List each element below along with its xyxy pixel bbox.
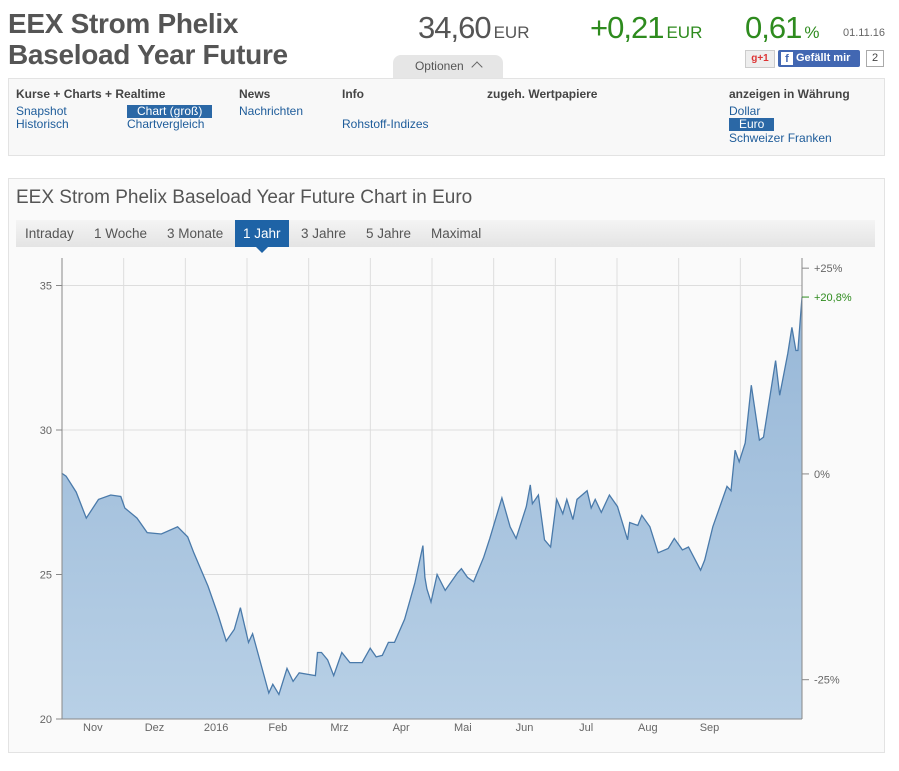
- link-chartvergleich[interactable]: Chartvergleich: [127, 117, 205, 131]
- nav-heading-wertpapiere: zugeh. Wertpapiere: [487, 87, 598, 101]
- nav-heading-info: Info: [342, 87, 364, 101]
- price-change: +0,21 EUR: [590, 10, 702, 46]
- tab-intraday[interactable]: Intraday: [25, 226, 74, 241]
- timerange-tabs: Intraday 1 Woche 3 Monate 1 Jahr 3 Jahre…: [16, 220, 875, 253]
- chart-title: EEX Strom Phelix Baseload Year Future Ch…: [16, 187, 473, 208]
- last-price: 34,60 EUR: [418, 10, 529, 46]
- x-tick-label: Jun: [516, 722, 534, 734]
- link-chart-gross[interactable]: Chart (groß): [127, 105, 213, 118]
- price-line: [61, 297, 803, 696]
- x-tick-label: Aug: [638, 722, 658, 734]
- facebook-icon: f: [781, 52, 793, 65]
- x-tick-label: Jul: [579, 722, 593, 734]
- change-value: +0,21: [590, 10, 664, 45]
- link-rohstoff-indizes[interactable]: Rohstoff-Indizes: [342, 117, 429, 131]
- options-label: Optionen: [414, 59, 464, 73]
- x-tick-label: 2016: [204, 722, 228, 734]
- y-tick-label: 25: [40, 570, 52, 582]
- y-tick-label: 30: [40, 425, 52, 437]
- right-tick-label: 0%: [814, 469, 830, 481]
- y-tick-label: 20: [40, 714, 52, 726]
- nav-heading-kurse: Kurse + Charts + Realtime: [16, 87, 166, 101]
- x-tick-label: Nov: [83, 722, 103, 734]
- options-toggle[interactable]: Optionen: [393, 55, 503, 79]
- nav-heading-currency: anzeigen in Währung: [729, 87, 850, 101]
- currency-dollar[interactable]: Dollar: [729, 104, 761, 118]
- price-unit: EUR: [493, 23, 530, 42]
- link-historisch[interactable]: Historisch: [16, 117, 69, 131]
- price-change-percent: 0,61%: [745, 10, 819, 46]
- instrument-title: EEX Strom Phelix Baseload Year Future: [8, 8, 288, 70]
- change-unit: EUR: [666, 23, 703, 42]
- currency-euro[interactable]: Euro: [729, 118, 775, 131]
- facebook-like-button[interactable]: f Gefällt mir: [778, 50, 860, 67]
- title-line-2: Baseload Year Future: [8, 39, 288, 70]
- tab-3-monate[interactable]: 3 Monate: [167, 226, 224, 241]
- change-pct-value: 0,61: [745, 10, 802, 45]
- right-tick-label: +25%: [814, 263, 843, 275]
- x-tick-label: Apr: [393, 722, 410, 734]
- price-area: [62, 297, 802, 719]
- title-line-1: EEX Strom Phelix: [8, 8, 239, 39]
- tab-1-jahr[interactable]: 1 Jahr: [235, 220, 289, 253]
- x-tick-label: Mai: [454, 722, 472, 734]
- gplus-label: +1: [757, 53, 769, 64]
- x-tick-label: Feb: [268, 722, 287, 734]
- tab-maximal[interactable]: Maximal: [431, 226, 482, 241]
- link-snapshot[interactable]: Snapshot: [16, 104, 67, 118]
- tab-3-jahre[interactable]: 3 Jahre: [301, 226, 347, 241]
- google-plus-button[interactable]: g+1: [745, 50, 775, 68]
- x-tick-label: Sep: [700, 722, 720, 734]
- price-value: 34,60: [418, 10, 492, 45]
- x-tick-label: Dez: [145, 722, 165, 734]
- current-pct-label: +20,8%: [814, 292, 852, 304]
- facebook-like-count: 2: [866, 50, 884, 67]
- quote-date: 01.11.16: [843, 27, 886, 39]
- x-tick-label: Mrz: [330, 722, 348, 734]
- y-tick-label: 35: [40, 281, 52, 293]
- right-tick-label: -25%: [814, 675, 840, 687]
- link-nachrichten[interactable]: Nachrichten: [239, 104, 304, 118]
- fb-like-label: Gefällt mir: [796, 52, 851, 64]
- tab-1-woche[interactable]: 1 Woche: [94, 226, 148, 241]
- tab-5-jahre[interactable]: 5 Jahre: [366, 226, 412, 241]
- nav-heading-news: News: [239, 87, 271, 101]
- pct-unit: %: [804, 23, 820, 42]
- google-plus-icon: g: [751, 53, 758, 64]
- currency-chf[interactable]: Schweizer Franken: [729, 131, 832, 145]
